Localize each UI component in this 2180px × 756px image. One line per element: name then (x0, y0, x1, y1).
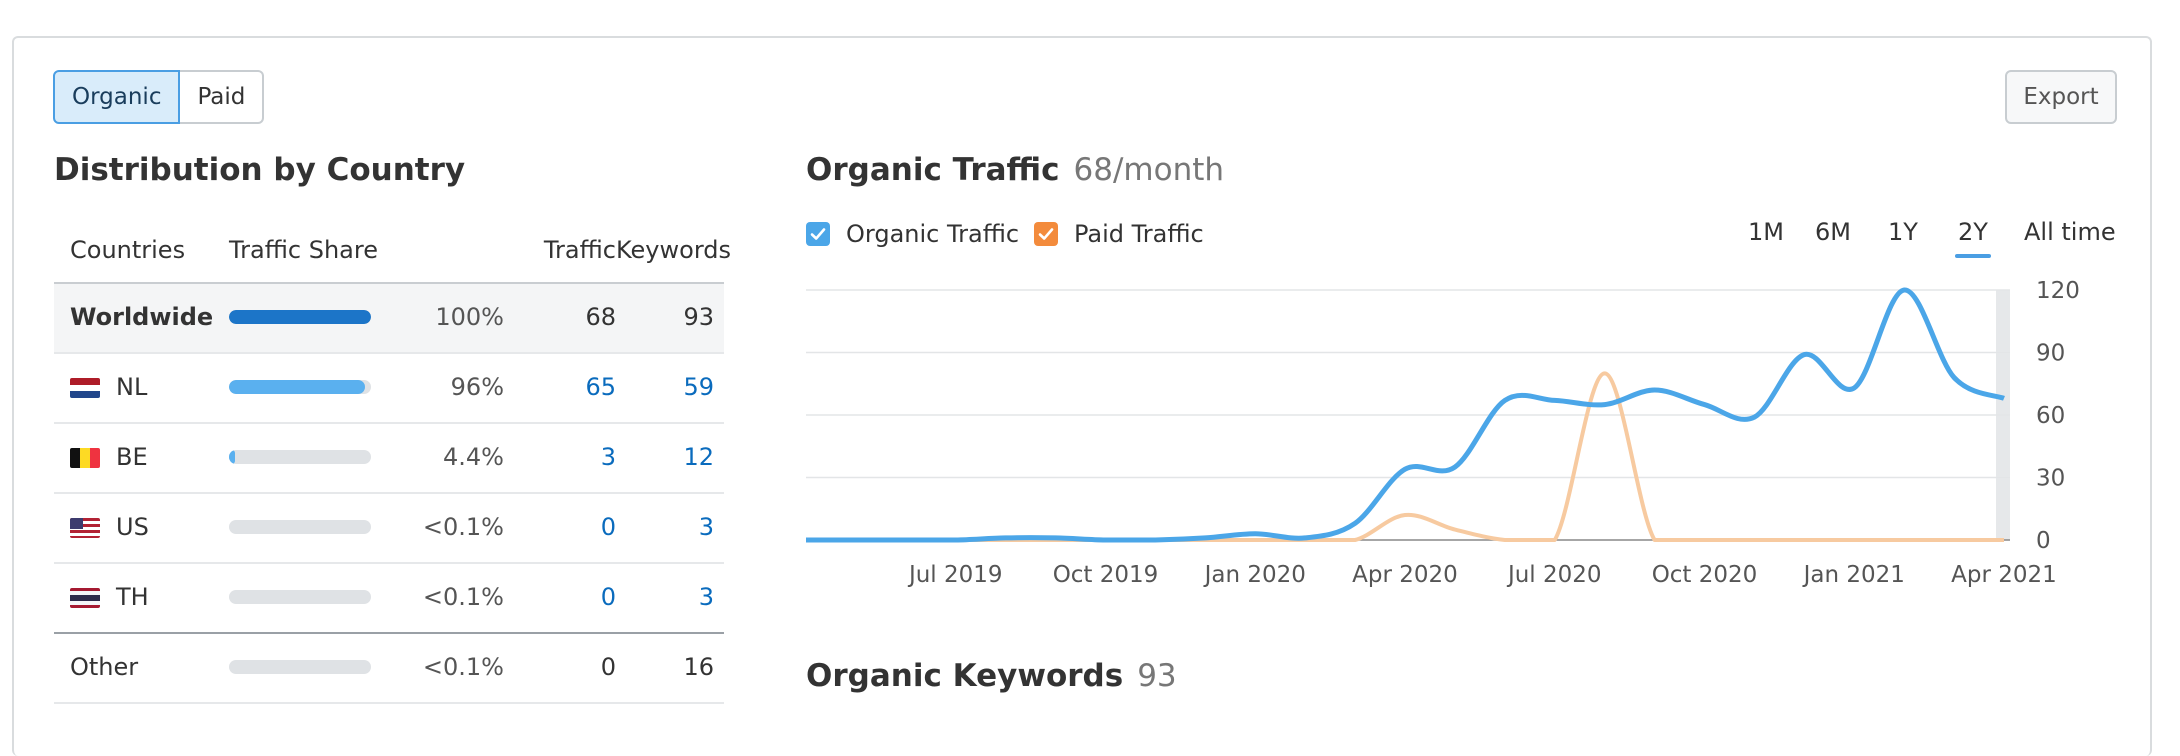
traffic-share-value: 4.4% (374, 443, 504, 471)
nl-flag-icon (70, 378, 100, 398)
country-code: NL (116, 373, 147, 401)
y-tick-label: 90 (2036, 341, 2065, 367)
keywords-link[interactable]: 12 (616, 443, 714, 471)
range-6m[interactable]: 6M (1815, 218, 1851, 246)
paid-traffic-line (806, 373, 2004, 540)
keywords-link[interactable]: 3 (616, 583, 714, 611)
keywords-value: 93 (616, 303, 714, 331)
traffic-link[interactable]: 65 (506, 373, 616, 401)
organic-keywords-value: 93 (1137, 658, 1176, 694)
traffic-share-fill (229, 450, 235, 464)
traffic-share-value: <0.1% (374, 653, 504, 681)
organic-toggle-button[interactable]: Organic (53, 70, 180, 124)
y-tick-label: 120 (2036, 280, 2080, 304)
x-tick-label: Oct 2020 (1652, 562, 1758, 588)
traffic-share-fill (229, 310, 371, 324)
table-header: Countries Traffic Share Traffic Keywords (54, 226, 724, 282)
traffic-share-fill (229, 380, 365, 394)
traffic-share-bar (229, 450, 371, 464)
traffic-type-toggle: Organic Paid (53, 70, 264, 124)
traffic-share-value: 96% (374, 373, 504, 401)
y-tick-label: 30 (2036, 466, 2065, 492)
traffic-share-value: 100% (374, 303, 504, 331)
table-row-worldwide[interactable]: Worldwide 100% 68 93 (54, 282, 724, 352)
table-row-th[interactable]: TH <0.1% 0 3 (54, 562, 724, 632)
traffic-share-bar (229, 590, 371, 604)
traffic-share-bar (229, 380, 371, 394)
range-all-time[interactable]: All time (2024, 218, 2116, 246)
table-row-us[interactable]: US <0.1% 0 3 (54, 492, 724, 562)
x-tick-label: Jan 2020 (1203, 562, 1306, 588)
checkbox-checked-icon[interactable] (1034, 222, 1058, 246)
keywords-value: 16 (616, 653, 714, 681)
traffic-share-bar (229, 310, 371, 324)
header-keywords: Keywords (616, 236, 714, 264)
range-2y[interactable]: 2Y (1958, 218, 1988, 246)
organic-traffic-chart[interactable]: 0 30 60 90 120 Jul 2019 Oct 2019 Jan 2020 Apr 20… (800, 280, 2100, 600)
organic-traffic-label: Organic Traffic (806, 152, 1060, 188)
table-row-nl[interactable]: NL 96% 65 59 (54, 352, 724, 422)
organic-keywords-label: Organic Keywords (806, 658, 1123, 694)
traffic-value: 0 (506, 653, 616, 681)
keywords-link[interactable]: 59 (616, 373, 714, 401)
organic-traffic-value: 68/month (1074, 152, 1225, 188)
traffic-share-bar (229, 520, 371, 534)
organic-traffic-title: Organic Traffic 68/month (806, 152, 1224, 188)
checkbox-checked-icon[interactable] (806, 222, 830, 246)
x-tick-label: Apr 2020 (1352, 562, 1458, 588)
th-flag-icon (70, 588, 100, 608)
organic-keywords-title: Organic Keywords 93 (806, 658, 1177, 694)
header-countries: Countries (70, 236, 185, 264)
export-button[interactable]: Export (2005, 70, 2117, 124)
x-tick-label: Jul 2020 (1506, 562, 1602, 588)
us-flag-icon (70, 518, 100, 538)
keywords-link[interactable]: 3 (616, 513, 714, 541)
legend-paid-label: Paid Traffic (1074, 220, 1204, 248)
traffic-link[interactable]: 0 (506, 513, 616, 541)
y-tick-label: 0 (2036, 528, 2051, 554)
x-tick-label: Oct 2019 (1053, 562, 1159, 588)
y-tick-label: 60 (2036, 403, 2065, 429)
x-tick-label: Jan 2021 (1802, 562, 1905, 588)
country-name: Worldwide (70, 303, 213, 331)
legend-organic-label: Organic Traffic (846, 220, 1019, 248)
country-table: Countries Traffic Share Traffic Keywords… (54, 226, 724, 704)
header-traffic-share: Traffic Share (229, 236, 378, 264)
country-code: US (116, 513, 149, 541)
header-traffic: Traffic (506, 236, 616, 264)
traffic-value: 68 (506, 303, 616, 331)
traffic-link[interactable]: 0 (506, 583, 616, 611)
traffic-share-value: <0.1% (374, 513, 504, 541)
x-tick-label: Jul 2019 (907, 562, 1003, 588)
date-range-selector: 1M 6M 1Y 2Y All time (1700, 218, 2120, 258)
traffic-share-bar (229, 660, 371, 674)
be-flag-icon (70, 448, 100, 468)
legend-organic[interactable]: Organic Traffic (806, 218, 1019, 250)
x-tick-label: Apr 2021 (1951, 562, 2057, 588)
legend-paid[interactable]: Paid Traffic (1034, 218, 1204, 250)
paid-toggle-button[interactable]: Paid (180, 70, 264, 124)
country-name: Other (70, 653, 138, 681)
traffic-link[interactable]: 3 (506, 443, 616, 471)
range-1m[interactable]: 1M (1748, 218, 1784, 246)
traffic-share-value: <0.1% (374, 583, 504, 611)
table-row-other[interactable]: Other <0.1% 0 16 (54, 632, 724, 704)
table-row-be[interactable]: BE 4.4% 3 12 (54, 422, 724, 492)
range-1y[interactable]: 1Y (1888, 218, 1918, 246)
country-code: BE (116, 443, 148, 471)
country-code: TH (116, 583, 149, 611)
distribution-title: Distribution by Country (54, 152, 465, 188)
